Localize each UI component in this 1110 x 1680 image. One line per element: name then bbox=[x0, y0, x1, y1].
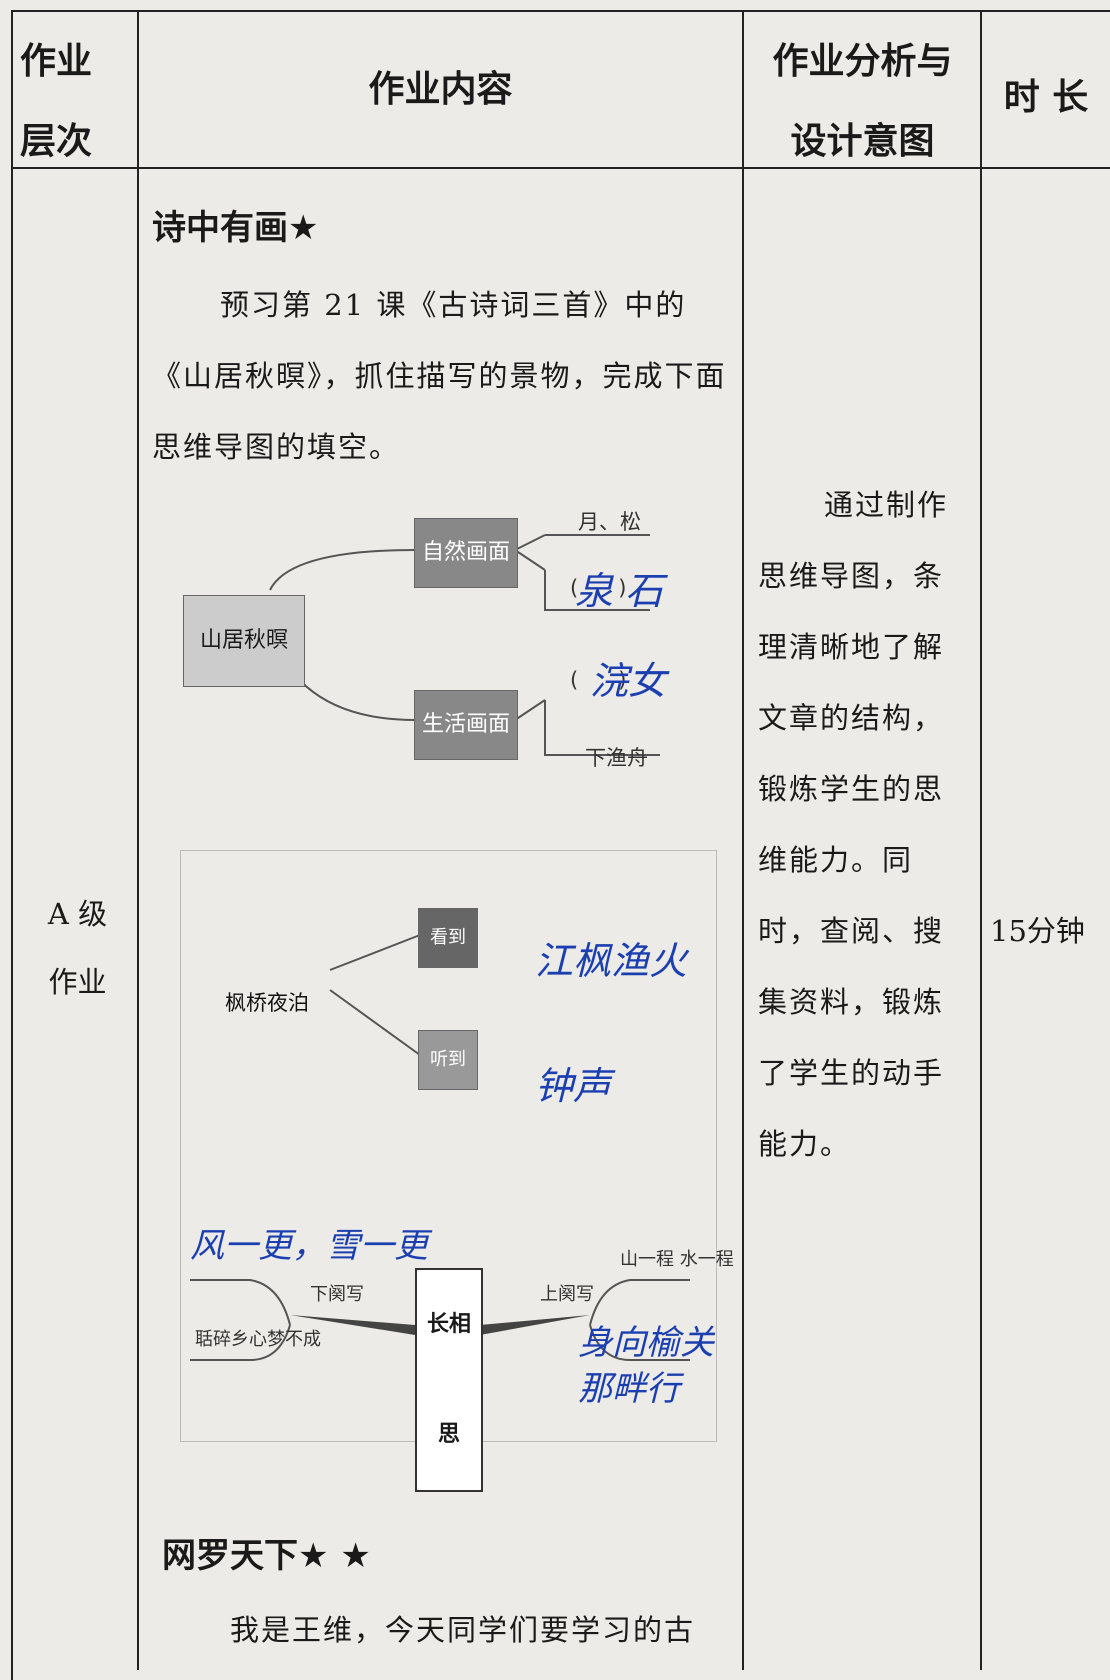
level: A 级作业 bbox=[47, 897, 108, 999]
mindmap-lines bbox=[329, 934, 421, 1056]
table-frame bbox=[11, 10, 1110, 1680]
mindmap-leaf: 山一程 水一程 bbox=[620, 1249, 734, 1270]
header-analysis: 作业分析与设计意图 bbox=[772, 41, 953, 162]
mindmap-center: 长相思 bbox=[415, 1268, 483, 1492]
handwriting: 江枫渔火 bbox=[535, 939, 688, 983]
mindmap-center: 枫桥夜泊 bbox=[225, 991, 309, 1015]
mindmap-branch: 听到 bbox=[418, 1030, 478, 1090]
header-level: 作业层次 bbox=[20, 41, 93, 162]
handwriting: 泉 石 bbox=[575, 569, 664, 613]
mindmap-center: 山居秋暝 bbox=[183, 595, 305, 687]
mindmap-branch: 生活画面 bbox=[414, 690, 518, 760]
handwriting: 身向榆关那畔行 bbox=[578, 1323, 714, 1409]
header-rule bbox=[11, 167, 1110, 169]
mindmap-branch: 下阕写 bbox=[310, 1284, 364, 1305]
analysis: 通过制作思维导图，条理清晰地了解文章的结构，锻炼学生的思维能力。同时，查阅、搜集… bbox=[758, 488, 949, 1161]
mindmap-branch: 自然画面 bbox=[414, 518, 518, 588]
mindmap-leaf: 下渔舟 bbox=[585, 746, 648, 770]
handwriting: 风一更，雪一更 bbox=[190, 1226, 428, 1266]
header-duration: 时 长 bbox=[1003, 77, 1089, 118]
section-text: 我是王维，今天同学们要学习的古 bbox=[230, 1613, 696, 1647]
section-title: 诗中有画★ bbox=[152, 208, 319, 248]
handwriting: 钟声 bbox=[535, 1064, 612, 1108]
duration: 15分钟 bbox=[990, 914, 1085, 948]
mindmap-lines bbox=[190, 1279, 690, 1361]
mindmap-lines bbox=[269, 534, 660, 756]
mindmap-leaf: 聒碎乡心梦不成 bbox=[195, 1329, 321, 1350]
mindmap-branch: 看到 bbox=[418, 908, 478, 968]
handwriting: 浣女 bbox=[590, 659, 667, 703]
col-rule bbox=[742, 10, 744, 1670]
mindmap-leaf: ( ) bbox=[570, 576, 627, 600]
col-rule bbox=[980, 10, 982, 1670]
mindmap-leaf: 月、松 bbox=[578, 510, 641, 534]
mindmap-leaf: ( ) bbox=[570, 668, 627, 692]
mindmap-branch: 上阕写 bbox=[540, 1284, 594, 1305]
header-content: 作业内容 bbox=[368, 69, 513, 110]
col-rule bbox=[137, 10, 139, 1670]
section-text: 预习第 21 课《古诗词三首》中的《山居秋暝》，抓住描写的景物，完成下面思维导图… bbox=[152, 288, 727, 464]
section-title: 网罗天下★ ★ bbox=[162, 1536, 371, 1576]
